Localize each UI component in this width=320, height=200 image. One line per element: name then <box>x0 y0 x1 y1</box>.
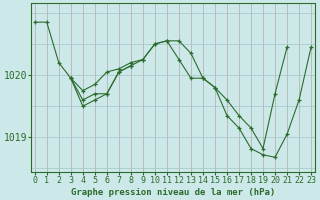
X-axis label: Graphe pression niveau de la mer (hPa): Graphe pression niveau de la mer (hPa) <box>71 188 275 197</box>
